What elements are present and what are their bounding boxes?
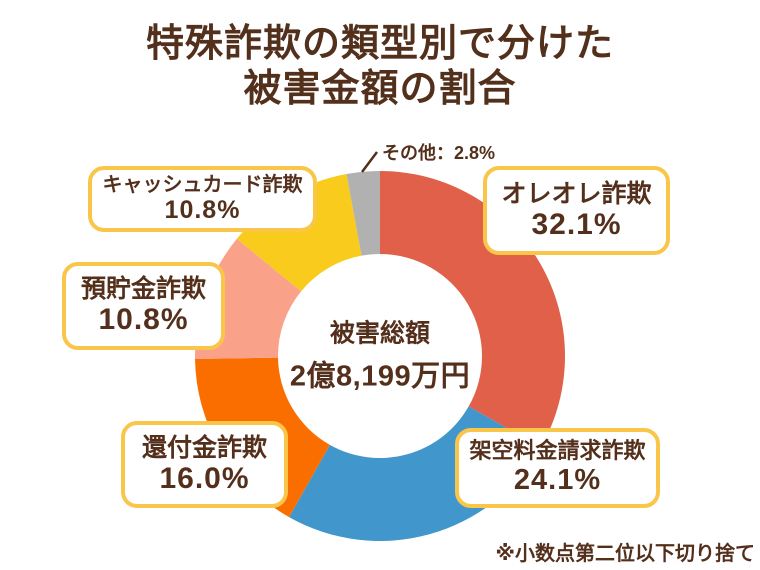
page-title-line2: 被害金額の割合 — [243, 67, 517, 110]
label-box-name: オレオレ詐欺 — [501, 179, 652, 208]
pie-slice-4 — [236, 174, 362, 292]
label-box-refund-fraud: 還付金詐欺 16.0% — [121, 421, 288, 508]
page-title-line1: 特殊詐欺の類型別で分けた — [145, 23, 614, 65]
label-box-percent: 10.8% — [164, 196, 241, 225]
center-label-caption: 被害総額 — [329, 319, 431, 348]
label-box-name: キャッシュカード詐欺 — [102, 173, 303, 196]
label-box-name: 預貯金詐欺 — [80, 275, 206, 304]
label-box-percent: 16.0% — [159, 461, 250, 495]
label-box-deposit-fraud: 預貯金詐欺 10.8% — [62, 262, 225, 350]
label-box-percent: 32.1% — [531, 207, 622, 241]
label-box-percent: 10.8% — [98, 303, 189, 337]
callout-leader-line — [361, 151, 378, 173]
pie-slice-5 — [346, 171, 380, 256]
label-box-billing-fraud: 架空料金請求詐欺 24.1% — [455, 428, 660, 508]
label-box-percent: 24.1% — [513, 464, 602, 497]
slice-callout-other: その他：2.8% — [382, 143, 496, 163]
donut-center-label: 被害総額 2億8,199万円 — [290, 314, 470, 395]
page-title: 特殊詐欺の類型別で分けた 被害金額の割合 — [0, 22, 760, 112]
center-label-amount: 2億8,199万円 — [289, 360, 471, 393]
label-box-oreore-fraud: オレオレ詐欺 32.1% — [483, 166, 670, 255]
footnote: ※小数点第二位以下切り捨て — [495, 543, 755, 565]
label-box-cash-card-fraud: キャッシュカード詐欺 10.8% — [88, 166, 317, 232]
label-box-name: 還付金詐欺 — [141, 433, 267, 462]
label-box-name: 架空料金請求詐欺 — [469, 438, 646, 464]
